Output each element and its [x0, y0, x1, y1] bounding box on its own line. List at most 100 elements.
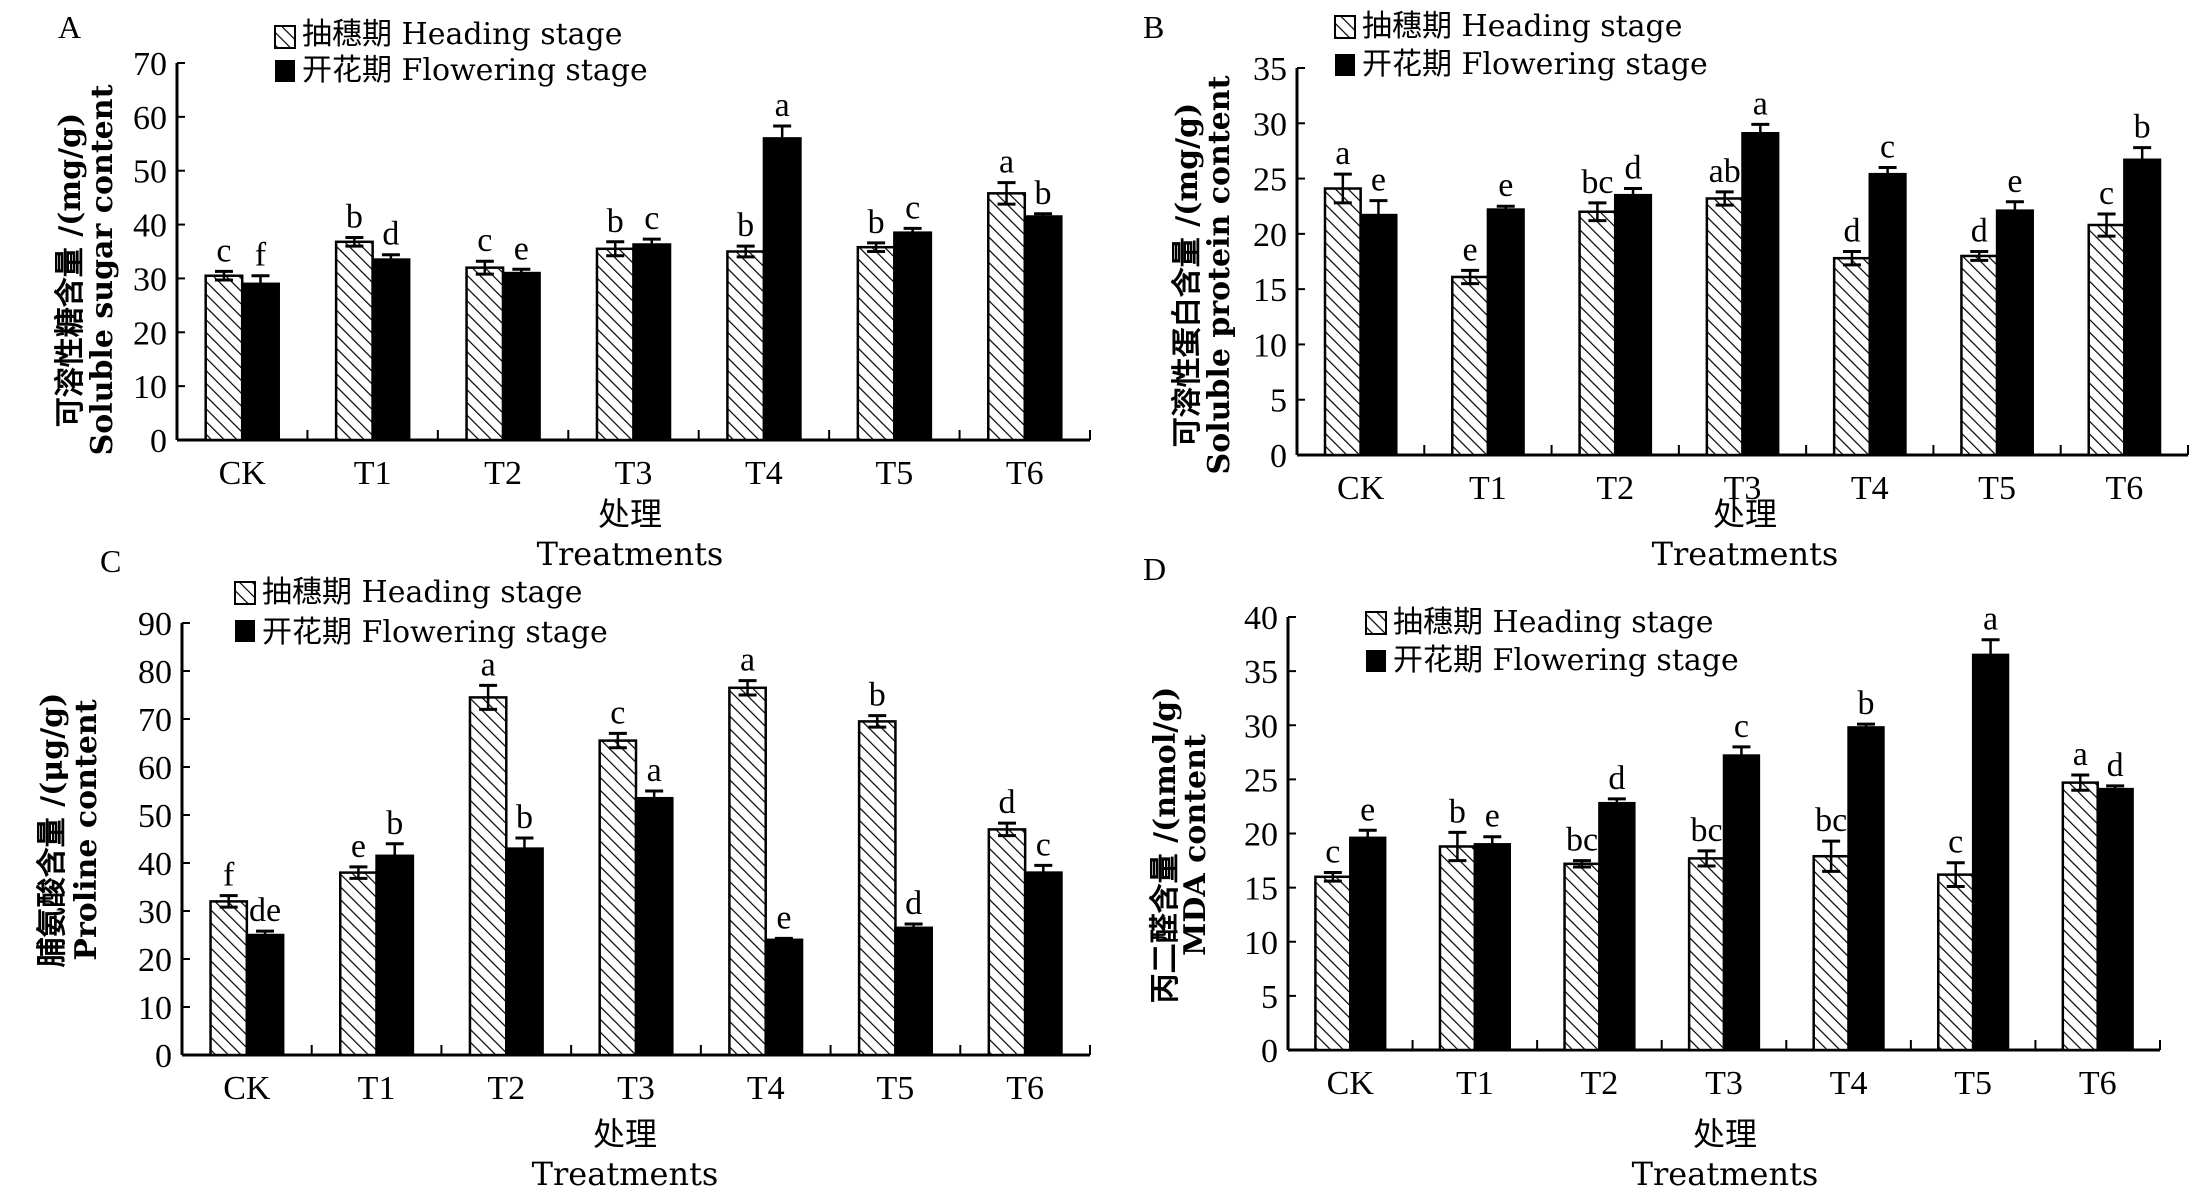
significance-letter: e: [1463, 231, 1478, 268]
y-tick-label: 0: [150, 423, 167, 460]
legend-label-flowering: 开花期 Flowering stage: [262, 615, 608, 650]
significance-letter: de: [249, 892, 281, 929]
x-tick-label: T6: [2105, 470, 2143, 507]
y-tick-label: 35: [1253, 51, 1287, 88]
significance-letter: e: [1485, 798, 1500, 835]
bar-flowering-stage: [1349, 836, 1387, 1052]
y-tick-label: 10: [1253, 327, 1287, 364]
significance-letter: d: [905, 885, 922, 922]
bar-flowering-stage: [375, 854, 415, 1057]
significance-letter: d: [2107, 747, 2124, 784]
bar-heading-stage: [1812, 854, 1850, 1052]
significance-letter: c: [216, 232, 231, 269]
legend-swatch-flowering: [275, 60, 295, 82]
y-tick-label: 90: [138, 606, 172, 643]
x-tick-label: T1: [358, 1070, 396, 1107]
x-axis-label-en-b: Treatments: [1652, 535, 1839, 573]
y-tick-label: 20: [1244, 817, 1278, 854]
x-axis-label-en-a: Treatments: [537, 535, 724, 573]
legend-c: 抽穗期 Heading stage 开花期 Flowering stage: [234, 575, 608, 650]
legend-swatch-heading: [274, 25, 296, 49]
bar-heading-stage: [1705, 197, 1744, 457]
bar-flowering-stage: [1359, 213, 1398, 457]
bar-heading-stage: [728, 686, 767, 1057]
bar-flowering-stage: [764, 938, 804, 1057]
y-tick-label: 50: [138, 798, 172, 835]
significance-letter: b: [346, 198, 363, 235]
y-tick-label: 60: [138, 750, 172, 787]
y-tick-label: 15: [1244, 871, 1278, 908]
y-tick-label: 70: [138, 702, 172, 739]
bar-flowering-stage: [1995, 209, 2034, 457]
x-tick-label: T5: [875, 455, 913, 492]
y-tick-label: 0: [155, 1038, 172, 1075]
x-axis-label-en-d: Treatments: [1632, 1155, 1819, 1193]
significance-letter: a: [1753, 85, 1768, 122]
bar-flowering-stage: [501, 271, 541, 442]
panel-letter-d: D: [1143, 551, 1166, 587]
bar-heading-stage: [595, 247, 635, 442]
significance-letter: c: [1880, 129, 1895, 166]
x-tick-label: T3: [617, 1070, 655, 1107]
bar-heading-stage: [465, 266, 505, 442]
y-tick-label: 60: [133, 100, 167, 137]
legend-swatch-flowering: [1366, 650, 1386, 672]
bar-heading-stage: [857, 720, 897, 1057]
y-tick-label: 70: [133, 46, 167, 83]
bar-flowering-stage: [1598, 801, 1636, 1052]
bar-flowering-stage: [1486, 208, 1525, 457]
bar-flowering-stage: [894, 926, 933, 1057]
bar-flowering-stage: [245, 933, 285, 1057]
significance-letter: c: [1948, 824, 1963, 861]
x-axis-label-cn-d: 处理: [1693, 1115, 1757, 1153]
bar-flowering-stage: [2123, 158, 2162, 457]
x-tick-label: T5: [1978, 470, 2016, 507]
bar-flowering-stage: [762, 137, 802, 442]
y-tick-label: 20: [138, 942, 172, 979]
y-axis-label-en-c: Proline content: [69, 699, 104, 960]
y-axis-label-cn-b: 可溶性蛋白含量 /(mg/g): [1170, 103, 1205, 447]
significance-letter: e: [1371, 162, 1386, 199]
significance-letter: b: [1035, 175, 1052, 212]
panel-letter-a: A: [58, 9, 81, 45]
significance-letter: d: [1625, 150, 1642, 187]
bar-flowering-stage: [1613, 193, 1653, 457]
bar-heading-stage: [987, 192, 1027, 442]
y-axis-label-cn-a: 可溶性糖含量 /(mg/g): [53, 113, 88, 427]
bar-heading-stage: [1451, 275, 1490, 457]
bar-flowering-stage: [1722, 754, 1761, 1052]
panel-letter-b: B: [1143, 9, 1164, 45]
legend-label-heading: 抽穗期 Heading stage: [1362, 9, 1683, 44]
significance-letter: b: [737, 207, 754, 244]
significance-letter: b: [516, 799, 533, 836]
bar-heading-stage: [856, 245, 896, 442]
x-tick-label: T4: [1830, 1065, 1868, 1102]
y-tick-label: 50: [133, 154, 167, 191]
legend-swatch-heading: [234, 581, 256, 605]
x-tick-label: T1: [354, 455, 392, 492]
legend-label-flowering: 开花期 Flowering stage: [1362, 47, 1708, 82]
bar-heading-stage: [1937, 873, 1975, 1052]
bar-heading-stage: [1563, 862, 1601, 1052]
y-tick-label: 30: [138, 894, 172, 931]
y-tick-label: 40: [138, 846, 172, 883]
significance-letter: a: [775, 87, 790, 124]
x-tick-label: T1: [1469, 470, 1507, 507]
bar-heading-stage: [468, 696, 508, 1057]
y-tick-label: 10: [138, 990, 172, 1027]
significance-letter: bc: [1581, 164, 1613, 201]
y-tick-label: 10: [1244, 925, 1278, 962]
bar-flowering-stage: [1473, 843, 1511, 1052]
legend-b: 抽穗期 Heading stage 开花期 Flowering stage: [1334, 9, 1708, 82]
significance-letter: e: [776, 899, 791, 936]
y-tick-label: 35: [1244, 654, 1278, 691]
y-tick-label: 25: [1244, 762, 1278, 799]
significance-letter: b: [2134, 109, 2151, 146]
bar-flowering-stage: [1023, 215, 1063, 442]
bar-flowering-stage: [505, 847, 544, 1057]
y-tick-label: 40: [133, 208, 167, 245]
x-axis-label-cn-c: 处理: [593, 1115, 657, 1153]
